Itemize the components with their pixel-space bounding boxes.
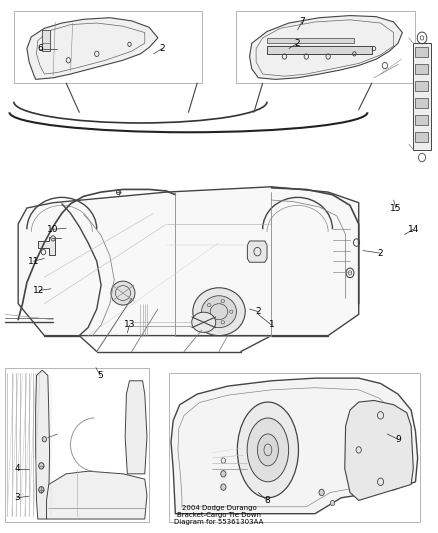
Bar	[413, 43, 431, 150]
Polygon shape	[18, 187, 359, 336]
Text: 15: 15	[390, 204, 402, 213]
Text: 4: 4	[14, 464, 20, 473]
Text: 8: 8	[264, 496, 270, 505]
Polygon shape	[38, 237, 55, 255]
Text: 13: 13	[124, 320, 135, 329]
Bar	[267, 38, 354, 43]
Bar	[267, 46, 372, 54]
Ellipse shape	[51, 236, 55, 241]
Bar	[416, 64, 427, 74]
Ellipse shape	[221, 471, 226, 477]
Polygon shape	[250, 15, 403, 79]
Bar	[416, 81, 427, 91]
Text: 9: 9	[395, 435, 401, 444]
Ellipse shape	[201, 296, 237, 328]
Polygon shape	[35, 370, 49, 519]
Text: 5: 5	[97, 371, 103, 380]
Ellipse shape	[192, 312, 216, 333]
Bar	[416, 98, 427, 108]
Polygon shape	[171, 378, 418, 514]
Bar	[416, 132, 427, 142]
Text: 14: 14	[408, 225, 419, 234]
Bar	[416, 47, 427, 56]
Text: 6: 6	[37, 44, 43, 53]
Bar	[237, 11, 416, 83]
Text: 2: 2	[255, 307, 261, 316]
Text: 7: 7	[299, 18, 305, 27]
Bar	[5, 368, 149, 522]
Bar	[42, 30, 50, 51]
Ellipse shape	[221, 484, 226, 490]
Ellipse shape	[237, 402, 298, 498]
Polygon shape	[345, 400, 413, 500]
Polygon shape	[27, 18, 158, 79]
Ellipse shape	[39, 463, 44, 469]
Ellipse shape	[42, 437, 46, 442]
Text: 2: 2	[295, 39, 300, 48]
Ellipse shape	[111, 281, 135, 305]
Text: 11: 11	[28, 257, 39, 265]
Text: 12: 12	[33, 286, 45, 295]
Text: 3: 3	[14, 493, 20, 502]
Bar	[14, 11, 201, 83]
Text: 2: 2	[378, 249, 383, 258]
Polygon shape	[247, 241, 267, 262]
Ellipse shape	[247, 418, 289, 482]
Ellipse shape	[39, 487, 44, 493]
Text: 2004 Dodge Durango
Bracket-Cargo Tie Down
Diagram for 55361303AA: 2004 Dodge Durango Bracket-Cargo Tie Dow…	[174, 505, 264, 526]
Ellipse shape	[258, 434, 279, 466]
Polygon shape	[125, 381, 147, 474]
Text: 2: 2	[159, 44, 165, 53]
Polygon shape	[46, 471, 147, 519]
Ellipse shape	[330, 500, 335, 506]
Bar	[169, 373, 420, 522]
Ellipse shape	[117, 189, 121, 195]
Ellipse shape	[319, 489, 324, 496]
Ellipse shape	[193, 288, 245, 336]
Text: 1: 1	[268, 320, 274, 329]
Text: 10: 10	[47, 225, 59, 234]
Bar	[416, 115, 427, 125]
